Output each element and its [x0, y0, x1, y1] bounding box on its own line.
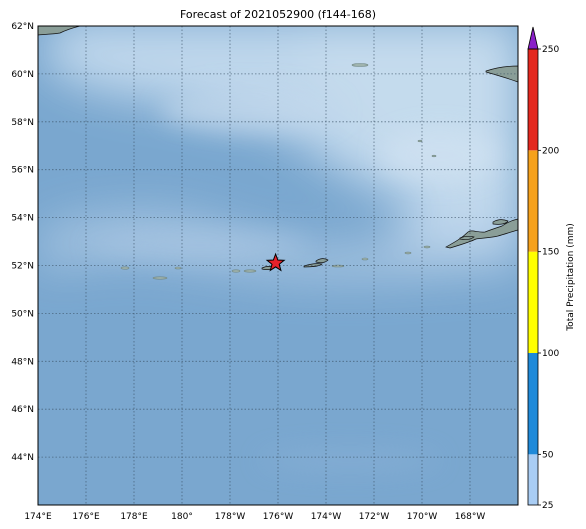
land-island-4	[459, 235, 475, 240]
lon-tick-label: 180°	[171, 512, 193, 522]
land-island-unimak	[492, 219, 509, 225]
lon-tick-label: 174°E	[24, 512, 52, 522]
lon-tick-label: 178°W	[215, 512, 246, 522]
colorbar-bin	[528, 150, 538, 252]
axis-labels: 174°E 176°E 178°E 180° 178°W 176°W 174°W 172°W 1…	[11, 22, 485, 522]
lon-tick-label: 168°W	[455, 512, 486, 522]
lat-tick-label: 48°N	[11, 357, 34, 367]
lat-tick-label: 60°N	[11, 70, 34, 80]
colorbar-extend-arrow	[527, 26, 539, 50]
colorbar-tick-label: 150	[542, 248, 559, 258]
map-panel[interactable]	[38, 20, 520, 505]
lat-tick-label: 52°N	[11, 262, 34, 272]
lon-tick-label: 176°E	[72, 512, 100, 522]
colorbar-bin	[528, 251, 538, 353]
lat-tick-label: 58°N	[11, 118, 34, 128]
colorbar-bin	[528, 49, 538, 151]
colorbar-tick-label: 50	[542, 450, 554, 460]
map-frame	[37, 25, 519, 506]
small-islands	[120, 63, 437, 280]
map-title: Forecast of 2021052900 (f144-168)	[179, 8, 377, 21]
colorbar-tick-label: 25	[542, 501, 553, 511]
colorbar-tick-label: 200	[542, 146, 559, 156]
colorbar-tick-label: 100	[542, 349, 559, 359]
lon-tick-label: 174°W	[311, 512, 342, 522]
lat-tick-label: 54°N	[11, 214, 34, 224]
lon-tick-label: 170°W	[407, 512, 438, 522]
lat-tick-label: 56°N	[11, 166, 34, 176]
colorbar-frame	[527, 48, 539, 506]
land-alaska-peninsula	[445, 218, 518, 249]
land-island-2	[315, 258, 329, 263]
colorbar-bin	[528, 454, 538, 505]
colorbar-bin	[528, 353, 538, 455]
land-island-1	[303, 263, 323, 268]
colorbar-tick-label: 250	[542, 45, 559, 55]
lat-tick-label: 62°N	[11, 22, 34, 32]
colorbar: 25 50 100 150 200 250 Total Precipitation (mm)	[527, 26, 576, 511]
land-top-left	[38, 26, 81, 36]
lat-tick-label: 50°N	[11, 309, 34, 319]
lat-tick-label: 46°N	[11, 405, 34, 415]
lon-tick-label: 172°W	[359, 512, 390, 522]
gridlines	[38, 26, 518, 505]
land-top-right-alaska	[485, 65, 518, 83]
location-star-marker[interactable]	[265, 252, 286, 272]
lat-tick-label: 44°N	[11, 453, 34, 463]
colorbar-label: Total Precipitation (mm)	[566, 223, 576, 332]
lon-tick-label: 178°E	[120, 512, 148, 522]
lon-tick-label: 176°W	[263, 512, 294, 522]
